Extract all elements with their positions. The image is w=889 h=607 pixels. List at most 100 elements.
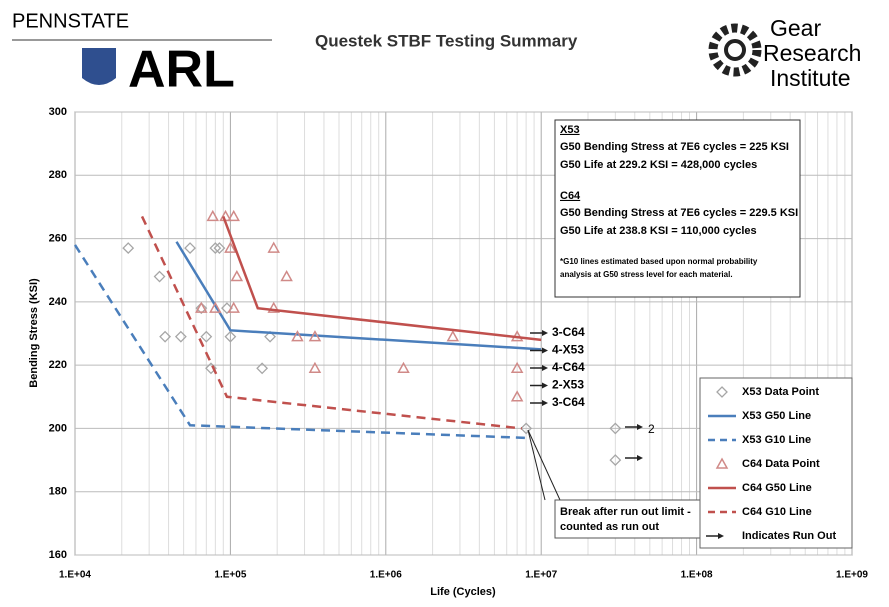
arrow-head <box>637 424 643 430</box>
y-tick-label: 220 <box>49 359 67 371</box>
data-point <box>224 241 237 253</box>
note-box <box>554 499 711 539</box>
data-point <box>122 242 135 254</box>
data-point <box>308 361 322 374</box>
data-point <box>609 422 622 435</box>
data-point <box>520 422 533 435</box>
arrow-head <box>637 455 643 461</box>
info-text: G50 Bending Stress at 7E6 cycles = 225 K… <box>560 141 789 153</box>
x-tick-label: 1.E+09 <box>836 570 868 581</box>
runout-label: 4-X53 <box>552 343 584 357</box>
data-point <box>267 241 280 253</box>
legend-label: X53 Data Point <box>742 386 819 398</box>
arrow-head <box>542 400 548 406</box>
legend-label: X53 G50 Line <box>742 410 811 422</box>
pennstate: PENNSTATE <box>12 10 129 32</box>
data-point <box>264 330 276 343</box>
series-line <box>175 241 542 351</box>
data-point <box>209 301 222 313</box>
series-line <box>140 215 522 430</box>
x-tick-label: 1.E+08 <box>681 570 713 581</box>
data-point <box>308 330 322 342</box>
chart-title: Questek STBF Testing Summary <box>315 31 578 50</box>
arrow-head <box>542 365 548 371</box>
x-tick-label: 1.E+06 <box>370 570 402 581</box>
runout-label: 2-X53 <box>552 378 584 392</box>
legend-label: C64 Data Point <box>742 458 820 470</box>
data-point <box>291 330 304 342</box>
info-text: G50 Life at 238.8 KSI = 110,000 cycles <box>560 225 757 237</box>
data-point <box>256 362 269 375</box>
series-line <box>222 215 542 342</box>
data-point <box>227 209 240 222</box>
data-point <box>221 302 233 315</box>
data-point <box>184 242 196 254</box>
leader <box>527 429 546 501</box>
note-text: counted as run out <box>560 521 659 533</box>
gri: Research <box>763 40 861 66</box>
arrow-head <box>542 382 548 389</box>
runout-count: 2 <box>648 422 655 436</box>
y-tick-label: 280 <box>49 169 67 181</box>
legend-label: C64 G50 Line <box>742 482 812 494</box>
arrow-head <box>542 347 548 354</box>
shield <box>82 48 116 85</box>
info-text: *G10 lines estimated based upon normal p… <box>560 257 758 266</box>
gear-icon <box>724 39 746 61</box>
legend-label: C64 G10 Line <box>742 506 812 518</box>
data-point <box>397 361 410 374</box>
data-point <box>280 269 293 282</box>
data-point <box>267 301 280 313</box>
info-text: C64 <box>560 190 581 202</box>
legend-box <box>699 377 853 549</box>
info-text: G50 Life at 229.2 KSI = 428,000 cycles <box>560 159 757 171</box>
data-point <box>510 390 524 402</box>
x-axis-label: Life (Cycles) <box>430 586 496 598</box>
y-tick-label: 260 <box>49 232 67 244</box>
data-point <box>195 301 208 313</box>
data-point <box>609 454 622 466</box>
arrow-head <box>718 533 724 539</box>
data-point <box>209 242 222 254</box>
x-tick-label: 1.E+04 <box>59 570 91 581</box>
y-tick-label: 300 <box>49 106 67 118</box>
data-point <box>174 330 187 343</box>
data-point <box>227 301 240 313</box>
leader <box>527 429 561 501</box>
runout-label: 3-C64 <box>552 395 585 409</box>
y-tick-label: 240 <box>49 296 67 308</box>
data-point <box>213 242 226 254</box>
note-text: Break after run out limit - <box>560 506 691 518</box>
data-point <box>716 386 728 398</box>
x-tick-label: 1.E+07 <box>525 570 557 581</box>
y-tick-label: 180 <box>49 486 67 498</box>
data-point <box>205 362 217 375</box>
data-point <box>510 361 524 374</box>
series-line <box>73 244 527 440</box>
data-point <box>195 302 208 315</box>
y-tick-label: 200 <box>49 422 67 434</box>
info-box <box>554 119 801 298</box>
info-text: analysis at G50 stress level for each ma… <box>560 270 733 279</box>
legend-label: X53 G10 Line <box>742 434 811 446</box>
runout-label: 3-C64 <box>552 325 585 339</box>
data-point <box>159 330 172 343</box>
runout-label: 4-C64 <box>552 360 585 374</box>
data-point <box>206 209 220 222</box>
data-point <box>715 457 729 469</box>
x-tick-label: 1.E+05 <box>214 570 246 581</box>
info-text: G50 Bending Stress at 7E6 cycles = 229.5… <box>560 207 798 219</box>
data-point <box>200 330 213 343</box>
y-axis-label: Bending Stress (KSI) <box>28 278 40 388</box>
info-text: X53 <box>560 124 580 136</box>
data-point <box>153 270 166 283</box>
legend-label: Indicates Run Out <box>742 530 836 542</box>
data-point <box>446 330 460 342</box>
y-tick-label: 160 <box>49 549 67 561</box>
gri: Gear <box>770 15 821 41</box>
data-point <box>230 269 244 282</box>
arl: ARL <box>128 41 235 99</box>
gri: Institute <box>770 65 851 91</box>
arrow-head <box>542 330 548 336</box>
